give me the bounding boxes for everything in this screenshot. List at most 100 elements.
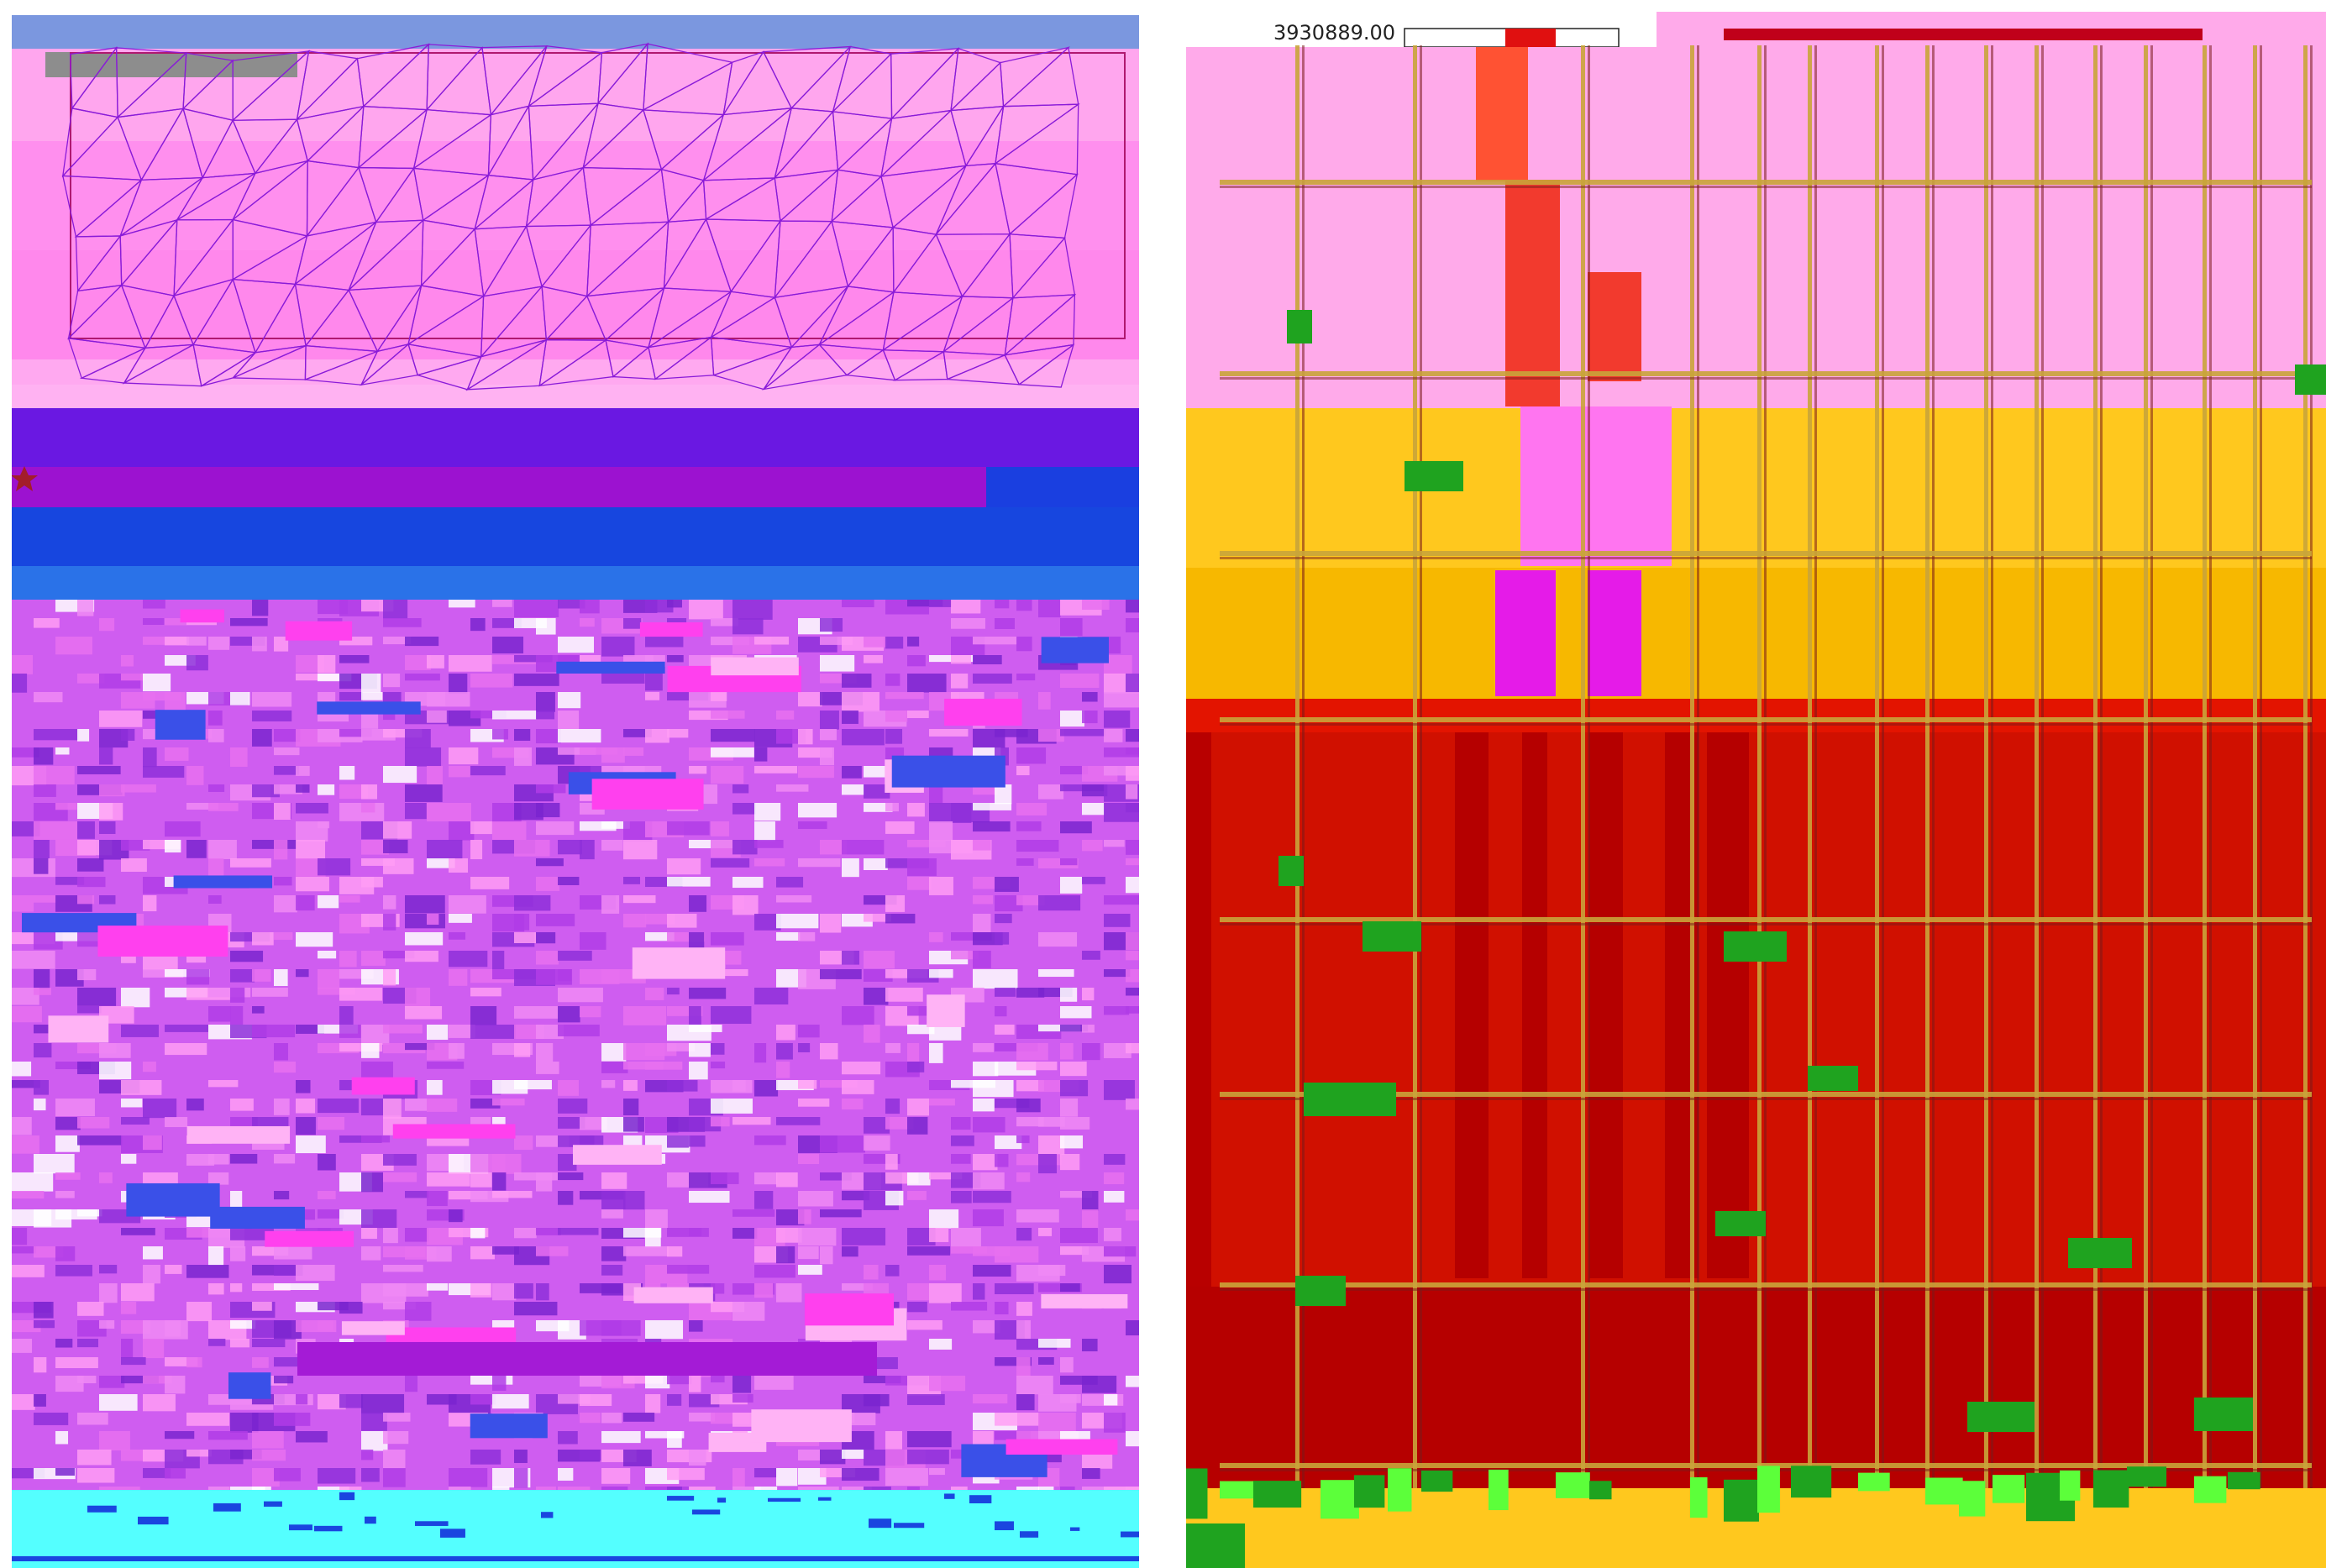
texture-cell (449, 932, 466, 940)
grid-column (1925, 45, 1930, 1507)
texture-cell (689, 1228, 702, 1236)
grid-column-shadow (1588, 45, 1590, 1507)
texture-cell (601, 1172, 627, 1189)
texture-cell (776, 1172, 798, 1188)
texture-cell (99, 1062, 132, 1080)
texture-cell (274, 840, 288, 860)
texture-cell (558, 1172, 584, 1181)
texture-cell (1060, 877, 1083, 894)
cyan-mark (314, 1525, 343, 1532)
texture-cell (864, 858, 888, 871)
texture-cell (1082, 1376, 1117, 1393)
texture-cell (318, 951, 337, 959)
texture-cell (1060, 618, 1083, 637)
green-marker (1405, 461, 1463, 491)
texture-cell (55, 1376, 84, 1392)
texture-cell (1016, 840, 1059, 852)
texture-cell (339, 988, 382, 1001)
texture-cell (514, 1006, 559, 1019)
texture-cell (1016, 766, 1030, 776)
texture-cell (558, 969, 572, 982)
texture-cell (885, 988, 923, 1002)
texture-cell (1104, 1413, 1126, 1433)
texture-cell (732, 784, 749, 794)
texture-cell (1060, 1246, 1089, 1256)
texture-cell (601, 821, 630, 829)
texture-cell (1082, 1468, 1100, 1479)
texture-cell (12, 655, 34, 674)
texture-cell (514, 600, 559, 618)
grid-row (1220, 717, 2312, 722)
texture-cell (907, 1006, 932, 1016)
texture-cell (885, 692, 924, 700)
texture-cell (12, 1246, 37, 1254)
texture-cell (99, 895, 116, 905)
cyan-mark (213, 1502, 241, 1512)
texture-cell (907, 1099, 930, 1116)
texture-cell (907, 1062, 925, 1072)
dark-red-column-5 (1707, 732, 1749, 1278)
texture-cell (885, 969, 928, 978)
texture-cell (1126, 988, 1139, 996)
texture-cell (143, 1172, 178, 1186)
texture-cell (492, 711, 537, 720)
texture-cell (711, 692, 727, 701)
texture-cell (842, 1450, 865, 1459)
texture-cell (514, 1172, 558, 1181)
texture-cell (558, 600, 585, 609)
texture-cell (973, 840, 991, 851)
texture-cell (995, 600, 1010, 609)
texture-cell (995, 1283, 1034, 1295)
texture-cell (1060, 1394, 1081, 1403)
texture-cell (361, 692, 383, 700)
texture-cell (230, 1228, 274, 1240)
texture-highlight (155, 710, 206, 740)
left-map-view[interactable] (12, 15, 1139, 1568)
star-icon (12, 466, 38, 491)
texture-cell (34, 1394, 46, 1407)
texture-cell (667, 1135, 689, 1148)
texture-cell (230, 1099, 254, 1111)
bottom-green-shape (1421, 1470, 1453, 1492)
texture-cell (492, 1376, 507, 1391)
triangle-mesh (61, 42, 1080, 391)
bottom-green-shape (2228, 1471, 2260, 1490)
texture-cell (165, 1265, 182, 1274)
right-map-canvas[interactable] (1186, 12, 2326, 1568)
texture-cell (121, 1357, 146, 1366)
bottom-green-shape (2194, 1476, 2227, 1503)
texture-cell (885, 1043, 901, 1053)
right-map-view[interactable]: 3930889.00 (1186, 12, 2326, 1568)
texture-cell (99, 1265, 118, 1274)
left-map-canvas[interactable] (12, 15, 1139, 1568)
texture-cell (12, 1062, 32, 1077)
texture-cell (711, 1117, 730, 1127)
texture-cell (252, 1339, 286, 1348)
texture-cell (558, 1117, 585, 1129)
texture-cell (208, 895, 222, 904)
texture-cell (973, 1320, 1000, 1334)
texture-cell (929, 1025, 962, 1041)
texture-cell (754, 1191, 774, 1209)
texture-cell (1016, 1394, 1035, 1411)
texture-cell (907, 674, 947, 693)
texture-cell (623, 1376, 664, 1384)
violet-band (12, 408, 1139, 467)
texture-cell (405, 988, 431, 1008)
texture-cell (907, 655, 926, 667)
texture-cell (318, 1302, 349, 1311)
texture-cell (470, 1394, 496, 1405)
texture-cell (820, 1468, 856, 1478)
grid-column-shadow (1697, 45, 1699, 1507)
texture-cell (842, 600, 874, 608)
texture-cell (274, 1099, 290, 1115)
texture-cell (55, 1117, 81, 1130)
texture-cell (252, 600, 269, 616)
texture-cell (492, 1191, 533, 1198)
texture-cell (689, 711, 728, 721)
texture-cell (798, 1209, 811, 1225)
texture-cell (470, 1376, 513, 1385)
texture-cell (1082, 784, 1108, 797)
grid-row (1220, 551, 2312, 556)
texture-cell (1082, 1043, 1100, 1061)
